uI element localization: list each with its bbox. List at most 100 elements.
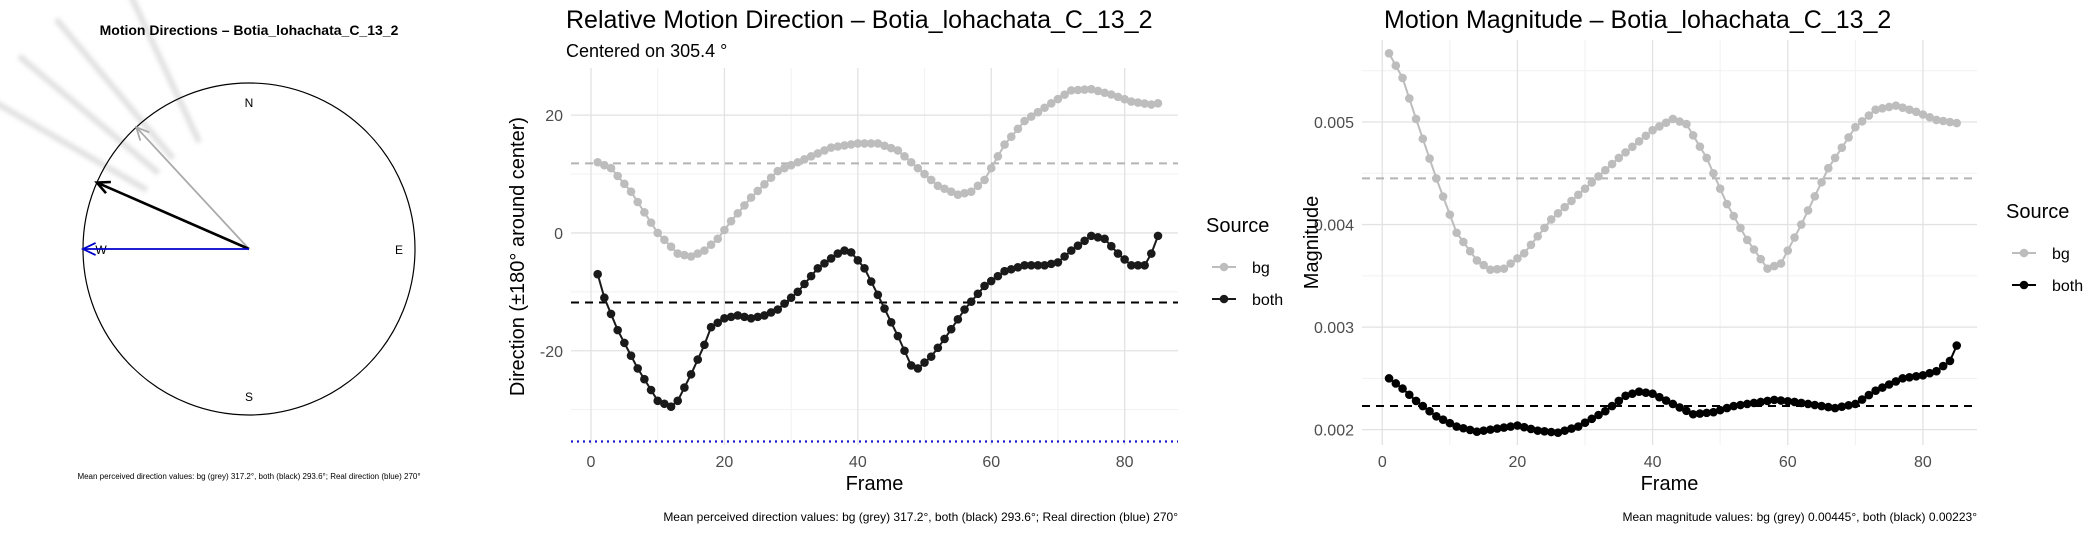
data-point-bg (1020, 116, 1029, 126)
data-point-both (1546, 427, 1556, 437)
data-point-both (1925, 368, 1934, 378)
data-point-bg (1546, 215, 1556, 224)
data-point-both (1621, 391, 1630, 401)
data-point-both (1459, 423, 1468, 433)
data-point-bg (686, 252, 696, 261)
data-point-bg (1106, 90, 1116, 99)
data-point-bg (700, 246, 709, 255)
data-point-bg (1641, 131, 1651, 141)
data-point-both (713, 318, 723, 328)
compass-title: Motion Directions – Botia_lohachata_C_13… (100, 22, 399, 38)
data-point-bg (780, 163, 789, 173)
data-point-bg (666, 242, 676, 251)
data-point-both (1553, 428, 1563, 437)
data-point-bg (1086, 84, 1096, 94)
data-point-both (666, 402, 676, 412)
data-point-bg (1668, 114, 1678, 124)
data-point-bg (826, 143, 836, 152)
data-point-both (1857, 395, 1867, 404)
data-point-bg (746, 193, 756, 202)
data-point-bg (786, 160, 796, 170)
data-point-bg (1803, 206, 1813, 215)
data-point-both (906, 361, 916, 370)
data-point-both (1938, 361, 1948, 371)
data-point-both (626, 351, 636, 360)
data-point-both (593, 269, 602, 279)
data-point-bg (800, 155, 809, 164)
x-tick-label: 0 (587, 454, 596, 471)
data-point-both (866, 277, 876, 286)
data-point-both (760, 311, 769, 320)
data-point-both (673, 396, 683, 406)
data-point-both (1073, 241, 1083, 251)
data-point-both (966, 297, 976, 306)
data-point-both (1465, 425, 1475, 435)
data-point-bg (980, 175, 989, 185)
data-point-bg (1127, 97, 1136, 106)
data-point-bg (1113, 92, 1123, 102)
data-point-both (1905, 373, 1914, 382)
data-point-both (1066, 246, 1076, 255)
data-point-both (1391, 379, 1401, 388)
data-point-both (1506, 422, 1515, 431)
data-point-bg (1026, 112, 1036, 121)
x-tick-label: 20 (1509, 454, 1527, 471)
data-point-bg (1013, 124, 1023, 134)
data-point-both (1851, 399, 1860, 409)
data-point-both (813, 263, 823, 273)
data-point-both (1803, 399, 1813, 409)
chart-title: Motion Magnitude – Botia_lohachata_C_13_… (1384, 6, 1891, 34)
data-point-both (1479, 426, 1488, 435)
legend: Source bg both (1206, 215, 1283, 309)
data-point-bg (1472, 256, 1482, 265)
y-axis-title: Direction (±180° around center) (507, 117, 529, 396)
data-point-both (660, 399, 669, 409)
data-point-both (1715, 405, 1725, 415)
data-point-bg (1465, 246, 1475, 256)
data-point-bg (960, 188, 969, 198)
data-point-both (1898, 374, 1907, 383)
data-point-both (1945, 356, 1955, 366)
data-point-both (980, 281, 989, 291)
data-point-bg (660, 235, 669, 245)
data-point-both (1769, 395, 1779, 405)
data-point-bg (593, 157, 602, 167)
data-point-both (973, 289, 983, 299)
x-tick-label: 0 (1378, 454, 1387, 471)
data-point-both (1824, 402, 1833, 412)
data-point-bg (933, 181, 943, 191)
data-point-both (1432, 411, 1441, 421)
data-point-bg (1587, 178, 1597, 187)
data-point-bg (1600, 165, 1610, 175)
data-point-both (1776, 396, 1786, 405)
data-point-bg (613, 171, 622, 181)
data-point-both (933, 343, 943, 353)
series-line-both (1388, 345, 1958, 434)
data-point-both (1452, 422, 1461, 431)
data-point-both (1153, 231, 1163, 241)
data-point-both (646, 385, 656, 395)
legend-key-point (2019, 280, 2029, 290)
data-point-both (1486, 425, 1495, 434)
data-point-both (1634, 387, 1644, 396)
data-point-both (1668, 399, 1678, 409)
data-point-bg (986, 163, 996, 173)
data-point-both (1918, 370, 1928, 380)
data-point-bg (673, 249, 683, 258)
data-point-bg (740, 201, 749, 210)
data-point-bg (1452, 228, 1461, 238)
data-point-bg (966, 187, 976, 197)
magnitude-panel: 0 20 40 60 80 0.002 0.003 0.004 0.005 Motion Magn… (1301, 6, 2083, 524)
data-point-bg (1884, 102, 1894, 112)
data-point-bg (1932, 115, 1941, 125)
series-line-bg (1388, 52, 1957, 271)
data-point-bg (1864, 111, 1874, 120)
data-point-bg (1776, 259, 1786, 268)
data-point-both (1580, 418, 1590, 427)
data-point-bg (1093, 86, 1103, 96)
data-point-both (1086, 231, 1096, 241)
data-point-both (1695, 409, 1705, 418)
data-point-bg (1432, 174, 1441, 183)
data-point-both (753, 312, 763, 322)
